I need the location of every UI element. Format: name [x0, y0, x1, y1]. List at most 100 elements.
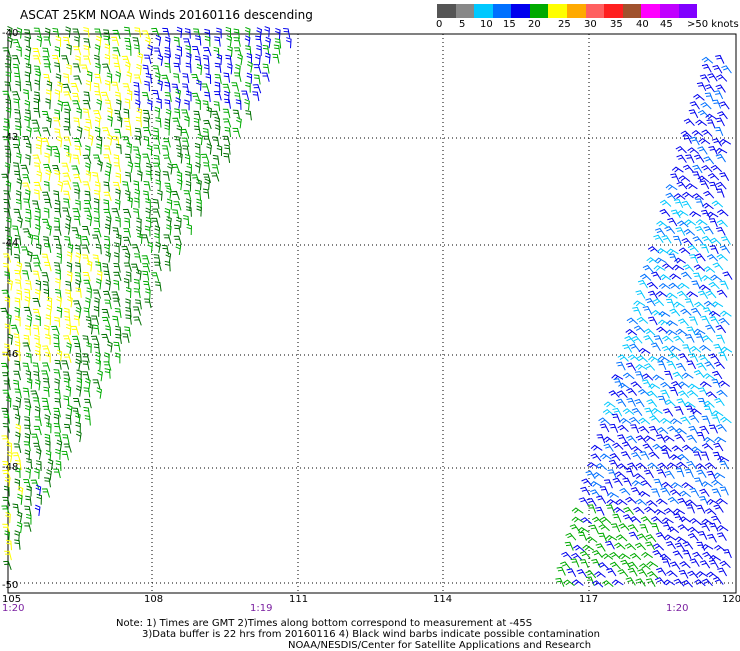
- wind-barb: [54, 378, 60, 390]
- wind-barb: [648, 290, 659, 300]
- wind-barb: [650, 523, 660, 533]
- wind-barb: [44, 261, 52, 272]
- wind-barb: [16, 45, 22, 57]
- wind-barb: [53, 342, 61, 353]
- wind-barb: [132, 306, 141, 316]
- wind-barb: [700, 315, 710, 325]
- wind-barb: [86, 70, 93, 82]
- wind-barb: [223, 72, 231, 83]
- wind-barb: [657, 355, 670, 362]
- wind-barb: [716, 219, 728, 228]
- wind-barb: [62, 36, 71, 47]
- wind-barb: [26, 485, 32, 497]
- wind-barb: [24, 71, 31, 83]
- wind-barb: [719, 486, 729, 496]
- wind-barb: [625, 496, 637, 504]
- wind-barb: [2, 262, 10, 274]
- wind-barb: [196, 205, 202, 217]
- wind-barb: [95, 243, 102, 255]
- wind-barb: [603, 436, 615, 443]
- wind-barb: [693, 328, 706, 335]
- wind-barb: [682, 191, 694, 199]
- wind-barb: [63, 144, 70, 156]
- scale-swatch: [474, 4, 493, 18]
- wind-barb: [699, 488, 710, 497]
- wind-barb: [75, 287, 82, 298]
- wind-barb: [638, 417, 651, 425]
- wind-barb: [33, 91, 41, 102]
- wind-barb: [223, 90, 230, 102]
- wind-barb: [33, 370, 40, 382]
- wind-barb: [560, 561, 571, 570]
- wind-barb: [620, 559, 631, 569]
- wind-barb: [33, 262, 42, 272]
- wind-barb: [716, 226, 726, 236]
- wind-barb: [35, 315, 41, 326]
- lon-label: 108: [144, 594, 164, 605]
- wind-barb: [711, 301, 724, 308]
- wind-barb: [619, 487, 631, 496]
- wind-barb: [21, 270, 30, 280]
- wind-barb: [22, 342, 31, 352]
- wind-barb: [36, 35, 43, 48]
- wind-barb: [664, 399, 676, 407]
- wind-barb: [627, 462, 638, 471]
- wind-barb: [646, 561, 659, 568]
- wind-barb: [231, 82, 240, 92]
- wind-barb: [156, 98, 162, 109]
- wind-barb: [645, 541, 656, 551]
- wind-barb: [697, 397, 707, 408]
- wind-barb: [30, 479, 40, 489]
- wind-barb: [626, 362, 637, 372]
- wind-barb: [43, 180, 50, 192]
- wind-barb: [66, 342, 72, 354]
- wind-barb: [612, 477, 623, 486]
- wind-barb: [136, 63, 142, 76]
- wind-barb: [5, 55, 12, 67]
- wind-barb: [145, 288, 151, 300]
- wind-barb: [641, 379, 652, 389]
- wind-barb: [202, 46, 212, 57]
- lon-label: 111: [289, 594, 309, 605]
- wind-barb: [612, 442, 624, 450]
- wind-barb: [53, 369, 61, 379]
- wind-barb: [82, 181, 91, 191]
- wind-barb: [135, 225, 142, 238]
- wind-barb: [16, 521, 23, 534]
- wind-barb: [25, 352, 32, 364]
- wind-barb: [2, 351, 10, 362]
- wind-barb: [42, 362, 51, 372]
- wind-barb: [115, 325, 122, 337]
- wind-barb: [143, 54, 152, 65]
- wind-barb: [173, 36, 180, 48]
- wind-barb: [265, 36, 271, 49]
- wind-barb: [679, 561, 691, 569]
- wind-barb: [665, 184, 678, 191]
- wind-barb: [672, 371, 684, 380]
- wind-barb: [598, 417, 610, 425]
- wind-barb: [63, 136, 72, 146]
- wind-barb: [635, 462, 648, 470]
- wind-barb: [216, 145, 223, 156]
- wind-barb: [255, 35, 262, 46]
- wind-barb: [212, 136, 220, 147]
- wind-barb: [244, 98, 250, 111]
- wind-barb: [52, 165, 61, 175]
- wind-barb: [11, 55, 21, 65]
- wind-barb: [692, 164, 703, 174]
- wind-barb: [666, 570, 678, 578]
- wind-barb: [681, 237, 693, 246]
- wind-barb: [698, 387, 708, 396]
- wind-barb: [142, 109, 151, 120]
- wind-barb: [688, 414, 700, 423]
- wind-barb: [13, 333, 21, 344]
- wind-barb: [113, 252, 120, 264]
- wind-barb: [653, 265, 666, 272]
- wind-barb: [214, 73, 222, 84]
- wind-barb: [709, 237, 722, 245]
- wind-barb: [163, 234, 172, 244]
- wind-barb: [112, 297, 121, 308]
- wind-barb: [105, 279, 112, 291]
- wind-barb: [134, 197, 140, 209]
- wind-barb: [133, 180, 140, 191]
